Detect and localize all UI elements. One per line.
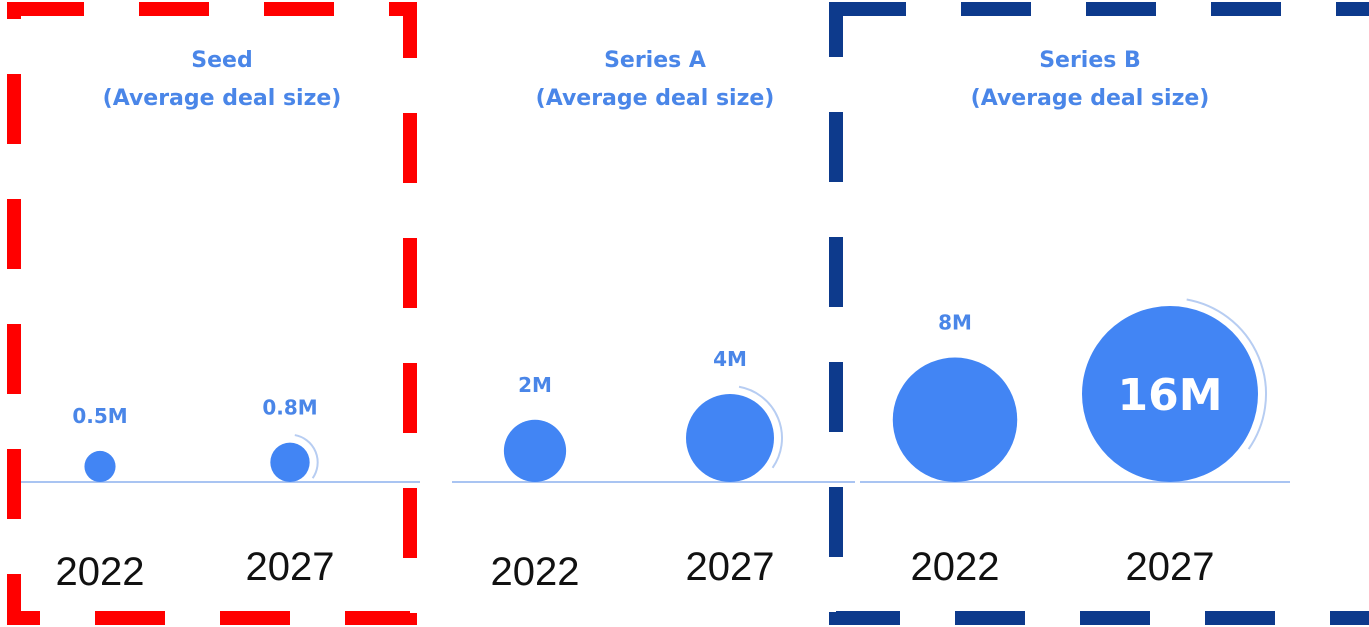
bubble-2022 xyxy=(503,419,567,482)
panel-subtitle: (Average deal size) xyxy=(971,86,1210,111)
growth-arc xyxy=(738,385,783,469)
panel-subtitle: (Average deal size) xyxy=(103,86,342,111)
panel-title: Seed xyxy=(191,48,252,73)
value-label: 4M xyxy=(713,347,747,371)
value-label: 2M xyxy=(518,373,552,397)
panel-subtitle: (Average deal size) xyxy=(536,86,775,111)
value-label: 0.5M xyxy=(72,404,127,428)
panel-title: Series B xyxy=(1039,48,1141,73)
bubble-2027 xyxy=(270,442,310,482)
bubble-2022 xyxy=(892,357,1018,482)
value-label: 16M xyxy=(1117,370,1222,421)
chart-panel-series-b: Series B (Average deal size) 8M 2022 16M 2027 xyxy=(860,48,1290,589)
bubble-2022 xyxy=(84,450,116,483)
value-label: 0.8M xyxy=(262,396,317,420)
series-b-highlight-border xyxy=(829,2,1369,625)
year-label: 2022 xyxy=(911,545,1000,589)
growth-arc xyxy=(294,434,319,479)
year-label: 2022 xyxy=(491,550,580,594)
year-label: 2027 xyxy=(686,545,775,589)
panel-title: Series A xyxy=(604,48,706,73)
year-label: 2022 xyxy=(56,550,145,594)
growth-arc xyxy=(1186,298,1267,450)
year-label: 2027 xyxy=(1126,545,1215,589)
bubble-2027 xyxy=(1082,306,1258,482)
bubble-2027 xyxy=(686,394,774,482)
chart-panel-seed: Seed (Average deal size) 0.5M 2022 0.8M 2027 xyxy=(20,48,420,594)
value-label: 8M xyxy=(938,311,972,335)
year-label: 2027 xyxy=(246,545,335,589)
chart-panel-series-a: Series A (Average deal size) 2M 2022 4M 2027 xyxy=(452,48,855,594)
